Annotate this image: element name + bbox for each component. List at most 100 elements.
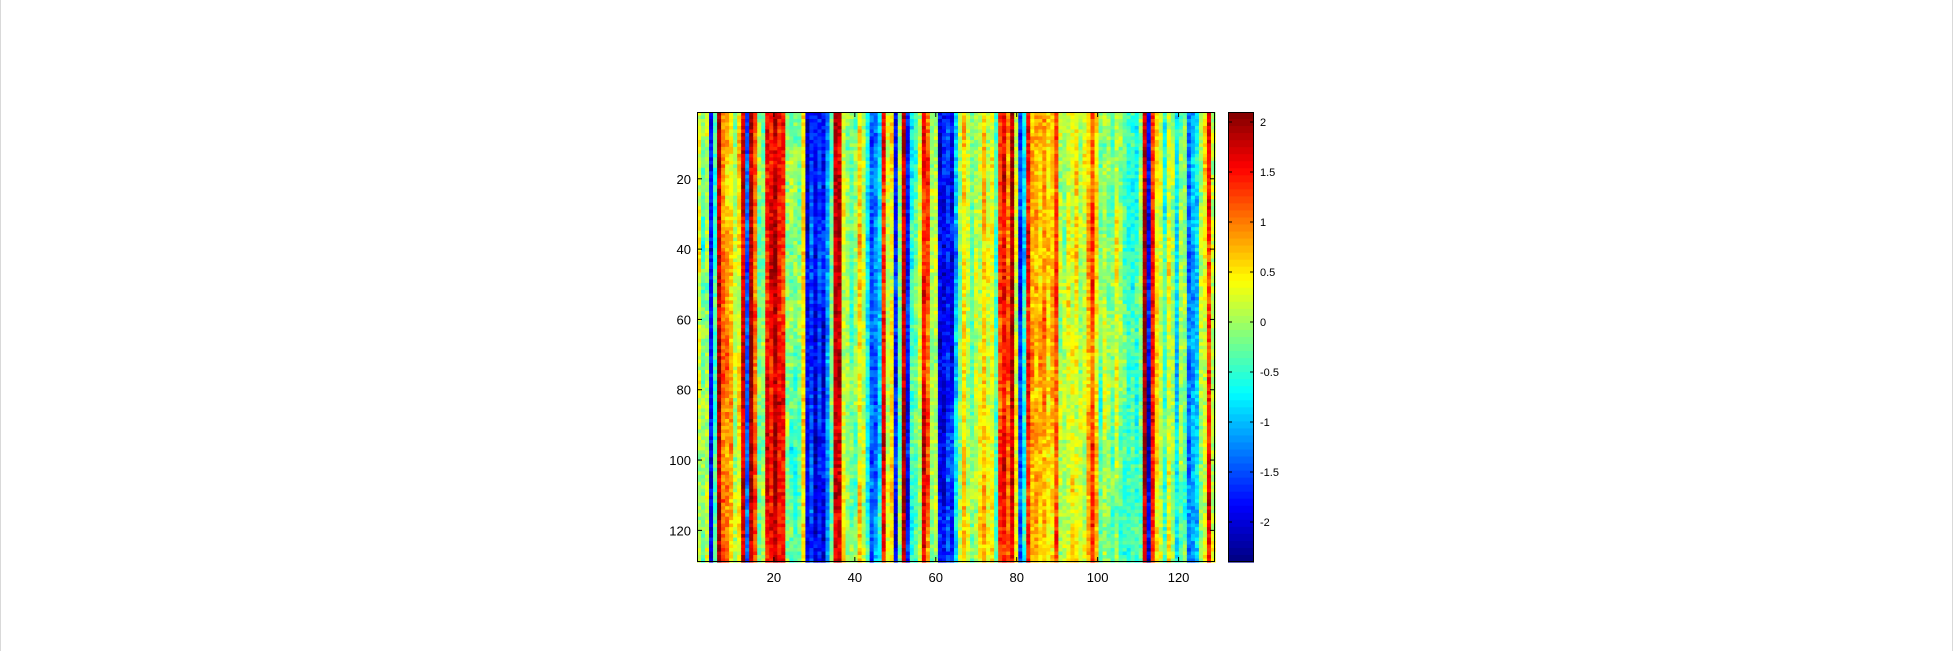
heatmap-cell	[697, 227, 702, 232]
heatmap-cell	[809, 206, 815, 211]
heatmap-cell	[737, 359, 742, 364]
heatmap-cell	[753, 213, 758, 218]
heatmap-cell	[837, 262, 843, 267]
heatmap-cell	[813, 509, 819, 514]
heatmap-cell	[733, 523, 738, 528]
heatmap-cell	[701, 296, 706, 301]
heatmap-cell	[837, 307, 843, 312]
heatmap-cell	[777, 255, 782, 260]
heatmap-cell	[701, 282, 706, 288]
heatmap-cell	[721, 129, 726, 134]
heatmap-cell	[845, 380, 851, 385]
heatmap-cell	[721, 555, 726, 560]
heatmap-cell	[837, 349, 843, 354]
heatmap-cell	[729, 474, 734, 479]
heatmap-cell	[725, 520, 730, 525]
heatmap-cell	[781, 125, 786, 131]
heatmap-cell	[761, 157, 766, 162]
heatmap-cell	[737, 132, 742, 138]
heatmap-cell	[765, 373, 770, 378]
heatmap-cell	[849, 262, 855, 267]
heatmap-cell	[713, 513, 718, 518]
heatmap-cell	[777, 146, 782, 151]
heatmap-cell	[725, 412, 730, 417]
heatmap-cell	[745, 324, 750, 329]
heatmap-cell	[701, 136, 706, 141]
heatmap-cell	[705, 523, 710, 528]
heatmap-cell	[813, 310, 819, 315]
heatmap-cell	[821, 234, 827, 239]
heatmap-cell	[765, 401, 770, 406]
heatmap-cell	[765, 125, 770, 131]
heatmap-cell	[821, 401, 827, 406]
heatmap-cell	[785, 398, 790, 403]
heatmap-cell	[781, 157, 786, 162]
heatmap-cell	[845, 443, 851, 448]
heatmap-cell	[833, 321, 839, 326]
heatmap-cell	[845, 467, 851, 472]
heatmap-cell	[705, 506, 710, 511]
heatmap-cell	[777, 366, 782, 371]
heatmap-cell	[765, 265, 770, 270]
heatmap-cell	[757, 262, 762, 267]
heatmap-cell	[757, 377, 762, 382]
heatmap-cell	[825, 408, 831, 413]
heatmap-cell	[793, 237, 798, 242]
heatmap-cell	[793, 373, 798, 378]
heatmap-cell	[809, 268, 815, 274]
heatmap-cell	[777, 328, 782, 333]
heatmap-cell	[789, 366, 794, 371]
heatmap-cell	[777, 499, 782, 504]
heatmap-cell	[753, 220, 758, 225]
heatmap-cell	[705, 516, 710, 521]
heatmap-cell	[817, 478, 823, 483]
heatmap-cell	[737, 408, 742, 413]
heatmap-cell	[845, 216, 851, 221]
heatmap-cell	[829, 499, 835, 504]
heatmap-cell	[765, 118, 770, 124]
heatmap-cell	[801, 499, 807, 504]
heatmap-cell	[741, 352, 746, 357]
heatmap-cell	[781, 481, 786, 486]
heatmap-cell	[717, 255, 722, 260]
heatmap-cell	[745, 129, 750, 134]
heatmap-cell	[793, 146, 798, 151]
heatmap-cell	[829, 164, 835, 169]
heatmap-cell	[833, 530, 839, 535]
heatmap-cell	[817, 279, 823, 284]
heatmap-cell	[773, 167, 778, 172]
heatmap-cell	[717, 202, 722, 207]
heatmap-cell	[797, 300, 803, 305]
heatmap-cell	[717, 317, 722, 322]
heatmap-cell	[825, 118, 831, 124]
heatmap-cell	[705, 262, 710, 267]
heatmap-cell	[773, 352, 778, 357]
heatmap-cell	[753, 523, 758, 528]
heatmap-cell	[749, 209, 754, 214]
heatmap-cell	[753, 432, 758, 438]
heatmap-cell	[773, 373, 778, 378]
heatmap-cell	[845, 160, 851, 165]
heatmap-cell	[813, 537, 819, 542]
heatmap-cell	[817, 181, 823, 186]
heatmap-cell	[801, 415, 807, 420]
heatmap-cell	[833, 181, 839, 186]
heatmap-cell	[777, 136, 782, 141]
heatmap-cell	[721, 174, 726, 179]
heatmap-cell	[845, 112, 851, 117]
heatmap-cell	[825, 220, 831, 225]
heatmap-cell	[801, 289, 807, 294]
heatmap-cell	[797, 317, 803, 322]
heatmap-cell	[821, 178, 827, 183]
heatmap-cell	[717, 499, 722, 504]
heatmap-cell	[849, 234, 855, 239]
heatmap-cell	[837, 122, 843, 127]
heatmap-cell	[757, 499, 762, 504]
heatmap-cell	[813, 394, 819, 399]
heatmap-cell	[829, 160, 835, 165]
heatmap-cell	[697, 241, 702, 246]
heatmap-cell	[821, 460, 827, 465]
heatmap-cell	[713, 412, 718, 417]
heatmap-cell	[717, 279, 722, 284]
heatmap-cell	[757, 422, 762, 427]
